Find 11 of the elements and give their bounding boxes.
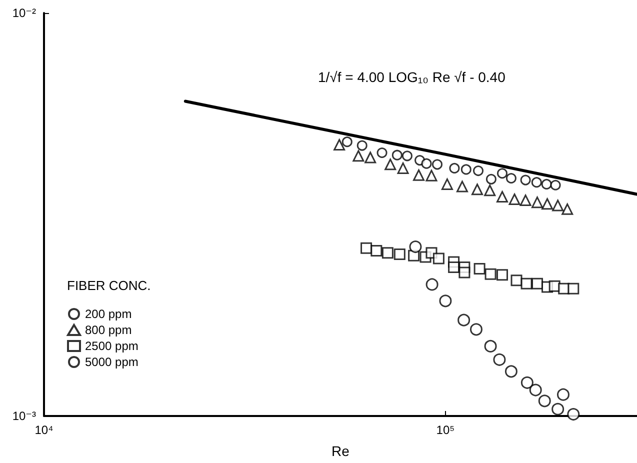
x-tick-label: 10⁵ [436, 423, 455, 437]
legend-title: FIBER CONC. [67, 278, 151, 293]
legend-label: 2500 ppm [85, 339, 138, 353]
legend-label: 800 ppm [85, 323, 132, 337]
y-tick-label: 10⁻² [12, 6, 36, 20]
legend-label: 5000 ppm [85, 355, 138, 369]
annotation: 1/√f = 4.00 LOG₁₀ Re √f - 0.40 [318, 69, 506, 85]
x-tick-label: 10⁴ [34, 423, 54, 437]
legend-label: 200 ppm [85, 307, 132, 321]
x-axis-title: Re [332, 443, 350, 459]
y-tick-label: 10⁻³ [12, 409, 36, 423]
